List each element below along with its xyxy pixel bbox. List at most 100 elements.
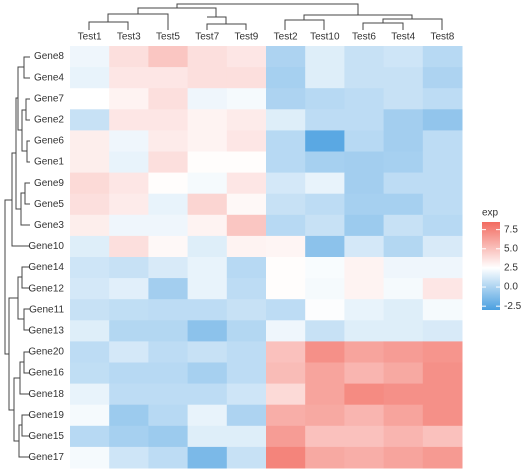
heatmap-cell: [344, 446, 385, 469]
heatmap-cell: [148, 446, 189, 469]
heatmap-cell: [266, 88, 306, 110]
heatmap-cell: [187, 193, 228, 216]
heatmap-cell: [187, 235, 228, 258]
heatmap-cell: [70, 67, 110, 89]
heatmap-cell: [109, 446, 149, 469]
heatmap-cell: [226, 257, 267, 279]
heatmap-cell: [148, 214, 189, 237]
heatmap-cell: [148, 193, 189, 216]
heatmap-cell: [266, 446, 306, 469]
heatmap-cell: [422, 425, 463, 448]
heatmap-cell: [383, 341, 424, 363]
heatmap-cell: [305, 193, 345, 216]
heatmap-cell: [383, 193, 424, 216]
heatmap-cell: [383, 446, 424, 469]
heatmap-cell: [383, 320, 424, 342]
column-label: Test3: [117, 32, 141, 43]
heatmap-cell: [187, 109, 228, 131]
heatmap-cell: [70, 172, 110, 195]
heatmap-cell: [148, 278, 189, 300]
heatmap-cell: [305, 67, 345, 89]
heatmap-cell: [422, 320, 463, 342]
heatmap-cell: [305, 172, 345, 195]
heatmap-cell: [266, 109, 306, 131]
row-label: Gene14: [28, 262, 64, 273]
row-label: Gene3: [34, 220, 64, 231]
heatmap-cell: [109, 257, 149, 279]
heatmap-cell: [344, 383, 385, 406]
row-label: Gene6: [34, 136, 64, 147]
heatmap-cell: [422, 341, 463, 363]
heatmap-cell: [109, 404, 149, 427]
heatmap-cell: [266, 130, 306, 152]
heatmap-cell: [226, 299, 267, 321]
colorbar: [482, 222, 500, 310]
heatmap-cell: [109, 151, 149, 174]
heatmap-cell: [226, 425, 267, 448]
heatmap-cell: [187, 425, 228, 448]
heatmap-cell: [109, 88, 149, 110]
heatmap-cell: [226, 193, 267, 216]
row-dendrogram: [4, 56, 30, 458]
heatmap-cell: [266, 46, 306, 68]
heatmap-cell: [305, 257, 345, 279]
heatmap-cell: [422, 446, 463, 469]
heatmap-cell: [305, 109, 345, 131]
heatmap-cell: [344, 362, 385, 385]
heatmap-cell: [344, 214, 385, 237]
heatmap-cell: [266, 214, 306, 237]
row-label: Gene15: [28, 431, 64, 442]
heatmap-cell: [422, 193, 463, 216]
heatmap-cell: [148, 257, 189, 279]
heatmap-cell: [266, 193, 306, 216]
heatmap-cell: [226, 109, 267, 131]
heatmap-cell: [109, 193, 149, 216]
column-label: Test10: [310, 32, 340, 43]
column-label: Test7: [195, 32, 219, 43]
row-label: Gene17: [28, 452, 64, 463]
heatmap-cell: [344, 299, 385, 321]
row-label: Gene7: [34, 93, 64, 104]
heatmap-cell: [109, 130, 149, 152]
heatmap-cell: [305, 235, 345, 258]
heatmap: [70, 46, 463, 469]
heatmap-cell: [226, 235, 267, 258]
heatmap-cell: [187, 278, 228, 300]
heatmap-cell: [187, 446, 228, 469]
row-label: Gene12: [28, 283, 64, 294]
heatmap-cell: [305, 130, 345, 152]
heatmap-cell: [226, 383, 267, 406]
heatmap-cell: [344, 130, 385, 152]
heatmap-cell: [226, 88, 267, 110]
heatmap-cell: [422, 383, 463, 406]
heatmap-cell: [70, 235, 110, 258]
heatmap-cell: [383, 235, 424, 258]
heatmap-cell: [422, 299, 463, 321]
heatmap-cell: [305, 446, 345, 469]
heatmap-cell: [70, 425, 110, 448]
heatmap-cell: [148, 320, 189, 342]
heatmap-cell: [226, 46, 267, 68]
heatmap-cell: [266, 404, 306, 427]
heatmap-cell: [383, 130, 424, 152]
heatmap-cell: [344, 235, 385, 258]
heatmap-cell: [383, 172, 424, 195]
heatmap-cell: [70, 88, 110, 110]
heatmap-cell: [344, 320, 385, 342]
heatmap-cell: [226, 341, 267, 363]
heatmap-cell: [70, 383, 110, 406]
heatmap-cell: [226, 214, 267, 237]
heatmap-cell: [148, 151, 189, 174]
heatmap-cell: [148, 383, 189, 406]
heatmap-cell: [226, 172, 267, 195]
heatmap-cell: [344, 341, 385, 363]
heatmap-cell: [148, 362, 189, 385]
heatmap-cell: [70, 320, 110, 342]
heatmap-cell: [422, 172, 463, 195]
row-label: Gene1: [34, 157, 64, 168]
heatmap-cell: [266, 341, 306, 363]
column-label: Test2: [274, 32, 298, 43]
row-label: Gene20: [28, 347, 64, 358]
heatmap-cell: [70, 151, 110, 174]
heatmap-cell: [148, 235, 189, 258]
